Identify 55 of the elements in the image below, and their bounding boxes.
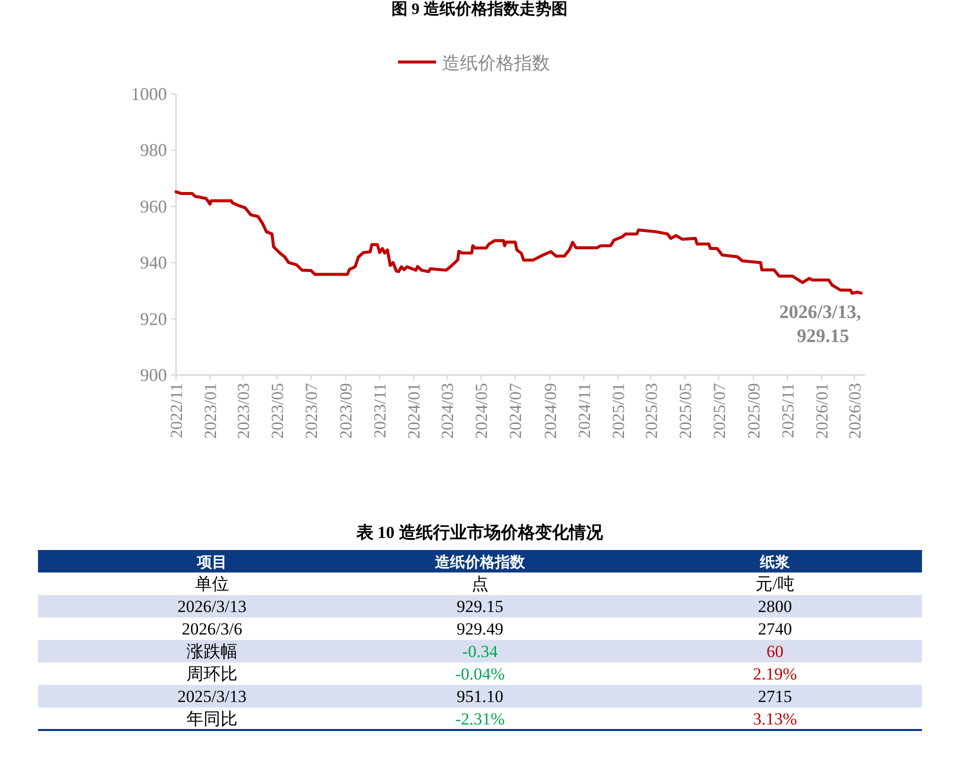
text: 点 — [472, 574, 488, 594]
x-tick-label: 2025/07 — [710, 382, 729, 439]
category-label: 涨跌幅 — [186, 642, 238, 661]
x-tick-label: 2025/01 — [608, 383, 628, 439]
x-tick-label: 2025/09 — [744, 383, 764, 439]
y-tick-label: 960 — [140, 196, 167, 216]
text: 2.19% — [753, 664, 797, 684]
legend-label: 造纸价格指数 — [442, 53, 550, 74]
y-tick-label: 940 — [140, 252, 167, 273]
category-label: 年同比 — [186, 710, 238, 728]
text: 2740 — [758, 620, 792, 638]
text: 929.15 — [456, 597, 504, 616]
text: 951.10 — [456, 687, 504, 706]
text: 2715 — [758, 687, 792, 706]
x-tick-label: 2025/11 — [778, 383, 798, 438]
text: 元/吨 — [756, 574, 794, 594]
category-label: 2026/3/13 — [178, 597, 246, 616]
chart-title: 图 9 造纸价格指数走势图 — [392, 0, 568, 18]
x-tick-label: 2024/09 — [540, 383, 560, 439]
x-tick-label: 2025/05 — [676, 383, 695, 439]
x-tick-label: 2026/01 — [812, 383, 832, 439]
y-tick-label: 1000 — [131, 84, 167, 104]
y-tick-label: 900 — [140, 365, 167, 385]
text: 2800 — [758, 597, 792, 616]
text: -0.34 — [462, 642, 498, 661]
x-tick-label: 2023/03 — [234, 383, 253, 439]
category-label: 单位 — [195, 574, 229, 594]
category-label: 纸浆 — [759, 553, 790, 571]
text: -0.04% — [455, 664, 505, 684]
text: 929.49 — [456, 620, 504, 638]
x-tick-label: 2023/01 — [201, 383, 220, 439]
x-tick-label: 2025/03 — [642, 383, 661, 439]
x-tick-label: 2024/03 — [438, 383, 458, 439]
category-label: 周环比 — [186, 664, 238, 684]
category-label: 项目 — [196, 553, 227, 571]
category-label: 2026/3/6 — [182, 620, 242, 638]
x-tick-label: 2023/11 — [370, 383, 390, 438]
x-tick-label: 2024/01 — [404, 383, 424, 439]
x-tick-label: 2024/05 — [472, 383, 492, 439]
annotation: 2026/3/13, 929.15 — [779, 302, 862, 348]
text: -2.31% — [455, 710, 505, 728]
text: 3.13% — [753, 710, 797, 728]
x-tick-label: 2024/07 — [506, 382, 526, 439]
x-tick-label: 2023/05 — [268, 383, 287, 439]
text: 60 — [766, 642, 784, 661]
x-tick-label: 2026/03 — [845, 383, 864, 439]
category-label: 造纸价格指数 — [434, 553, 526, 571]
x-tick-label: 2023/09 — [336, 383, 356, 439]
y-tick-label: 920 — [140, 308, 167, 329]
x-tick-label: 2023/07 — [302, 382, 322, 439]
text: 表 10 造纸行业市场价格变化情况 — [355, 523, 604, 542]
category-label: 2025/3/13 — [178, 687, 246, 706]
x-tick-label: 2024/11 — [574, 383, 594, 438]
y-tick-label: 980 — [140, 140, 167, 160]
x-tick-label: 2022/11 — [167, 383, 186, 438]
